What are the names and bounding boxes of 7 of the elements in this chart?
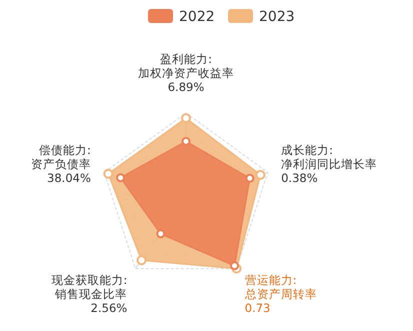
legend-label: 2023 bbox=[259, 9, 295, 25]
spoke-label: 成长能力: 净利润同比增长率 0.38% bbox=[281, 143, 378, 186]
spoke-label: 盈利能力: 加权净资产收益率 6.89% bbox=[138, 52, 234, 94]
spoke-label: 现金获取能力: 销售现金比率 2.56% bbox=[51, 272, 128, 315]
spoke-label: 偿债能力: 资产负债率 38.04% bbox=[30, 143, 91, 186]
spoke-label: 营运能力: 总资产周转率 0.73 bbox=[244, 272, 317, 315]
legend-label: 2022 bbox=[179, 9, 215, 25]
